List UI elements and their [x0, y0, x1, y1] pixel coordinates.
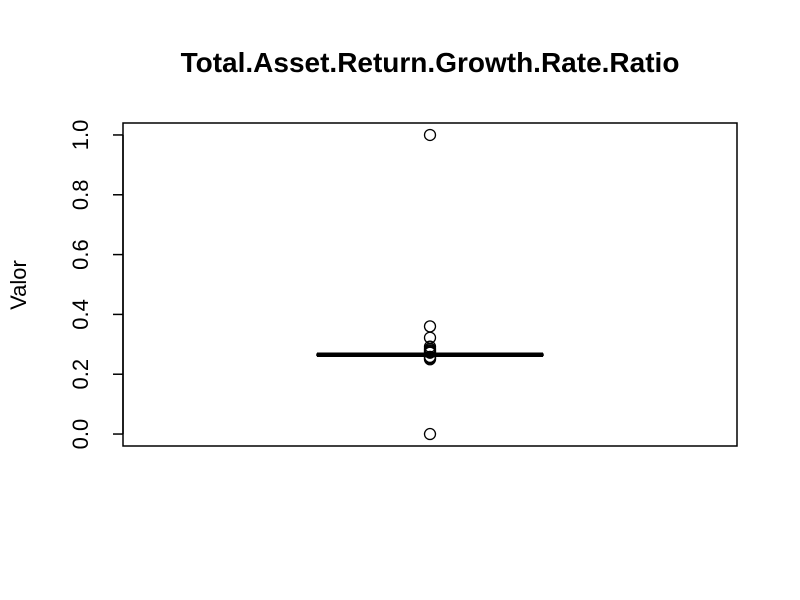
y-tick-label: 1.0 [68, 120, 93, 151]
outlier-point [423, 427, 437, 441]
y-tick-label: 0.6 [68, 239, 93, 270]
outlier-point [423, 346, 437, 359]
y-tick-label: 0.2 [68, 359, 93, 390]
y-tick-label: 0.4 [68, 299, 93, 330]
y-tick-label: 0.8 [68, 179, 93, 210]
outlier-point [423, 353, 437, 366]
outlier-points [423, 128, 437, 441]
outlier-point [423, 128, 437, 142]
plot-frame [122, 122, 738, 447]
y-axis: 0.0 0.2 0.4 0.6 0.8 1.0 [68, 120, 124, 450]
y-axis-label: Valor [6, 260, 31, 310]
chart-title: Total.Asset.Return.Growth.Rate.Ratio [181, 47, 680, 78]
outlier-point [423, 320, 437, 333]
y-tick-label: 0.0 [68, 419, 93, 450]
